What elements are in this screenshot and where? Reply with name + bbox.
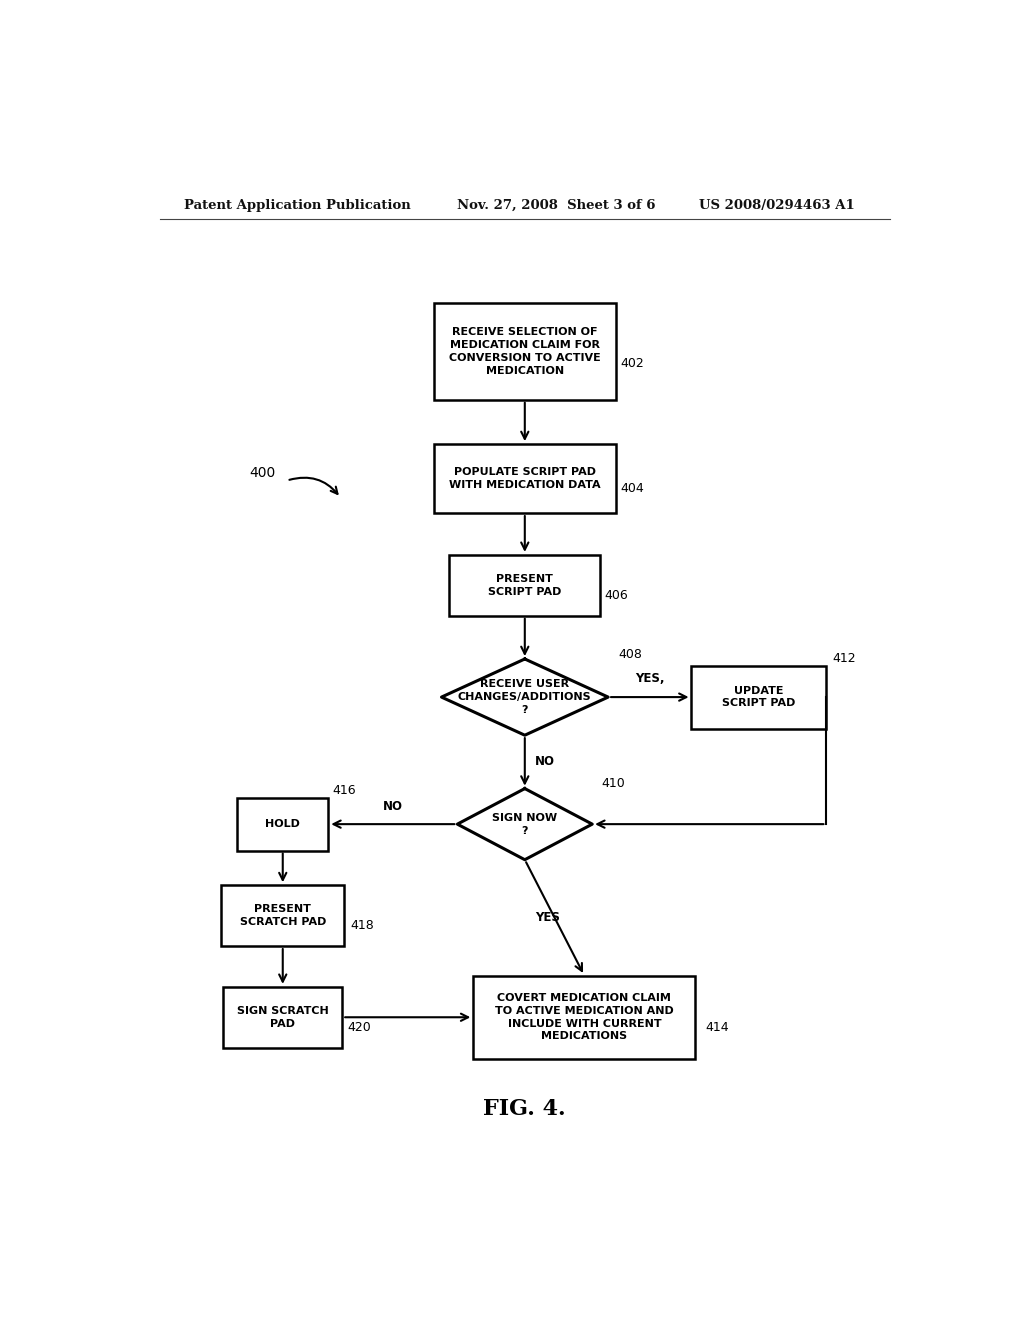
Text: UPDATE
SCRIPT PAD: UPDATE SCRIPT PAD [722, 685, 796, 709]
Polygon shape [441, 659, 608, 735]
Text: RECEIVE USER
CHANGES/ADDITIONS
?: RECEIVE USER CHANGES/ADDITIONS ? [458, 680, 592, 715]
Text: 418: 418 [350, 919, 374, 932]
Text: 420: 420 [348, 1020, 372, 1034]
Text: SIGN NOW
?: SIGN NOW ? [493, 813, 557, 836]
Text: POPULATE SCRIPT PAD
WITH MEDICATION DATA: POPULATE SCRIPT PAD WITH MEDICATION DATA [449, 467, 601, 490]
Text: YES: YES [536, 911, 560, 924]
Text: RECEIVE SELECTION OF
MEDICATION CLAIM FOR
CONVERSION TO ACTIVE
MEDICATION: RECEIVE SELECTION OF MEDICATION CLAIM FO… [449, 327, 601, 376]
FancyBboxPatch shape [450, 554, 600, 616]
Text: 406: 406 [604, 589, 628, 602]
FancyBboxPatch shape [221, 886, 344, 946]
Text: NO: NO [536, 755, 555, 768]
Text: 404: 404 [620, 482, 644, 495]
FancyBboxPatch shape [473, 975, 695, 1059]
Text: 410: 410 [601, 777, 625, 789]
Polygon shape [458, 788, 592, 859]
FancyBboxPatch shape [238, 797, 329, 850]
Text: COVERT MEDICATION CLAIM
TO ACTIVE MEDICATION AND
INCLUDE WITH CURRENT
MEDICATION: COVERT MEDICATION CLAIM TO ACTIVE MEDICA… [495, 993, 674, 1041]
Text: Patent Application Publication: Patent Application Publication [183, 198, 411, 211]
Text: SIGN SCRATCH
PAD: SIGN SCRATCH PAD [237, 1006, 329, 1028]
FancyBboxPatch shape [691, 665, 826, 729]
Text: 414: 414 [705, 1020, 728, 1034]
Text: 400: 400 [250, 466, 276, 480]
Text: 412: 412 [831, 652, 855, 665]
FancyBboxPatch shape [223, 987, 342, 1048]
Text: 416: 416 [333, 784, 356, 797]
Text: YES,: YES, [635, 672, 665, 685]
Text: Nov. 27, 2008  Sheet 3 of 6: Nov. 27, 2008 Sheet 3 of 6 [458, 198, 655, 211]
Text: FIG. 4.: FIG. 4. [483, 1098, 566, 1119]
Text: US 2008/0294463 A1: US 2008/0294463 A1 [699, 198, 855, 211]
Text: HOLD: HOLD [265, 820, 300, 829]
Text: NO: NO [383, 800, 402, 813]
FancyBboxPatch shape [433, 444, 616, 513]
Text: PRESENT
SCRIPT PAD: PRESENT SCRIPT PAD [488, 574, 561, 597]
Text: PRESENT
SCRATCH PAD: PRESENT SCRATCH PAD [240, 904, 326, 927]
Text: 402: 402 [620, 358, 644, 370]
Text: 408: 408 [618, 648, 642, 661]
FancyBboxPatch shape [433, 304, 616, 400]
